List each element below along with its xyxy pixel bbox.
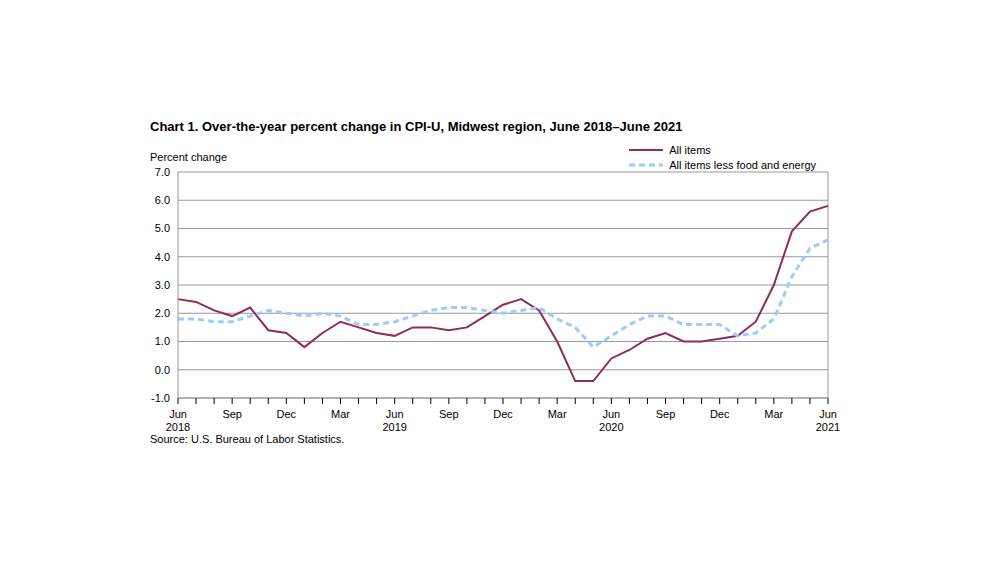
- svg-text:2.0: 2.0: [155, 307, 170, 319]
- svg-text:Jun2018: Jun2018: [166, 408, 190, 433]
- html-text:Source: U.S. Bureau of Labor S: Source: U.S. Bureau of Labor Statistics.: [150, 433, 345, 445]
- svg-text:Jun2021: Jun2021: [816, 408, 840, 433]
- svg-text:Jun2020: Jun2020: [599, 408, 623, 433]
- svg-text:4.0: 4.0: [155, 251, 170, 263]
- svg-text:Sep: Sep: [222, 408, 242, 420]
- html-text:Chart 1. Over-the-year percent: Chart 1. Over-the-year percent change in…: [150, 119, 683, 134]
- svg-text:7.0: 7.0: [155, 166, 170, 178]
- svg-text:Mar: Mar: [764, 408, 783, 420]
- svg-text:Sep: Sep: [656, 408, 676, 420]
- svg-text:0.0: 0.0: [155, 364, 170, 376]
- html-text:Percent change: Percent change: [150, 151, 228, 163]
- svg-text:Jun2019: Jun2019: [382, 408, 406, 433]
- svg-text:-1.0: -1.0: [151, 392, 170, 404]
- svg-text:3.0: 3.0: [155, 279, 170, 291]
- svg-text:6.0: 6.0: [155, 194, 170, 206]
- html-text:All items: All items: [669, 143, 711, 156]
- svg-text:Dec: Dec: [493, 408, 513, 420]
- svg-text:Sep: Sep: [439, 408, 459, 420]
- html-text:All items less food and energy: All items less food and energy: [669, 158, 816, 171]
- svg-text:1.0: 1.0: [155, 335, 170, 347]
- svg-text:Mar: Mar: [548, 408, 567, 420]
- svg-text:5.0: 5.0: [155, 222, 170, 234]
- svg-text:Dec: Dec: [710, 408, 730, 420]
- svg-text:Mar: Mar: [331, 408, 350, 420]
- svg-text:Dec: Dec: [277, 408, 297, 420]
